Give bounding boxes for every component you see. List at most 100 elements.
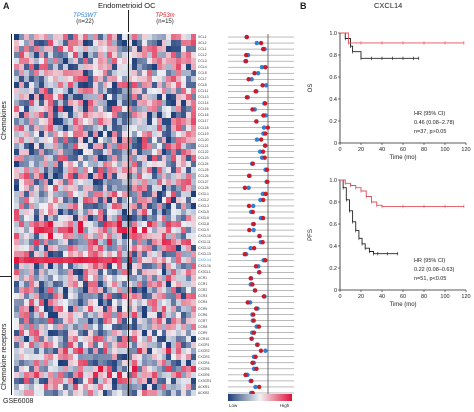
heatmap-cell <box>43 58 49 65</box>
heatmap-cell <box>146 136 153 143</box>
dot-mut <box>250 360 255 366</box>
heatmap-cell <box>63 347 69 355</box>
heatmap-cell <box>48 52 54 59</box>
heatmap-cell <box>107 221 113 228</box>
heatmap-cell <box>141 148 148 155</box>
heatmap-cell <box>161 311 167 318</box>
heatmap-cell <box>18 239 25 246</box>
heatmap-cell <box>151 287 157 294</box>
gene-label: CCR4 <box>198 300 208 305</box>
heatmap-cell <box>82 257 89 264</box>
heatmap-cell <box>146 58 153 65</box>
heatmap-cell <box>146 389 153 397</box>
heatmap-cell <box>117 221 123 228</box>
heatmap-cell <box>14 148 20 155</box>
heatmap-cell <box>14 353 20 361</box>
heatmap-cell <box>48 257 54 264</box>
heatmap-cell <box>156 383 162 391</box>
heatmap-cell <box>136 347 143 355</box>
heatmap-cell <box>38 112 44 119</box>
heatmap-cell <box>33 215 39 222</box>
heatmap-cell <box>18 215 25 222</box>
heatmap-cell <box>171 106 177 113</box>
heatmap-cell <box>38 389 44 397</box>
heatmap-cell <box>82 46 89 53</box>
y-tick-label: 1.0 <box>329 31 337 37</box>
heatmap-cell <box>161 239 167 246</box>
heatmap-cell <box>171 335 177 342</box>
heatmap-cell <box>191 82 197 89</box>
heatmap-cell <box>97 130 103 137</box>
heatmap-cell <box>38 76 44 83</box>
heatmap-cell <box>132 118 138 125</box>
heatmap-cell <box>102 100 108 107</box>
heatmap-cell <box>141 389 148 397</box>
heatmap-cell <box>166 365 172 373</box>
heatmap-cell <box>77 130 84 137</box>
heatmap-cell <box>97 335 103 342</box>
heatmap-cell <box>73 160 79 168</box>
heatmap-cell <box>97 323 103 330</box>
heatmap-cell <box>181 263 187 270</box>
heatmap-cell <box>58 130 64 137</box>
heatmap-cell <box>92 329 98 336</box>
heatmap-cell <box>53 353 59 361</box>
heatmap-cell <box>122 251 128 258</box>
heatmap-cell <box>181 299 187 306</box>
group-header-wt: TP53WT (n=22) <box>45 13 125 25</box>
heatmap-cell <box>38 82 44 89</box>
heatmap-cell <box>28 317 34 324</box>
heatmap-cell <box>33 130 39 137</box>
heatmap-cell <box>18 353 25 361</box>
heatmap-cell <box>68 299 74 306</box>
gene-label: CCL17 <box>198 119 209 124</box>
y-axis-label: OS <box>308 84 314 93</box>
heatmap-cell <box>112 52 118 59</box>
section-bracket-chemo <box>11 34 12 276</box>
heatmap-cell <box>77 251 84 258</box>
heatmap-cell <box>171 359 177 367</box>
heatmap-cell <box>58 335 64 342</box>
heatmap-cell <box>117 130 123 137</box>
heatmap-cell <box>146 221 153 228</box>
heatmap-cell <box>14 40 20 47</box>
heatmap-cell <box>73 347 79 355</box>
gene-label: CCL11 <box>198 89 209 94</box>
heatmap-cell <box>28 215 34 222</box>
heatmap-cell <box>33 100 39 107</box>
heatmap-cell <box>87 251 93 258</box>
heatmap-cell <box>127 221 133 228</box>
heatmap-cell <box>156 70 162 77</box>
heatmap-cell <box>38 184 44 192</box>
heatmap-cell <box>97 377 103 385</box>
heatmap-cell <box>92 251 98 258</box>
dot-mut <box>257 270 262 275</box>
heatmap-cell <box>87 148 93 155</box>
heatmap-cell <box>112 64 118 71</box>
heatmap-cell <box>63 245 69 252</box>
heatmap-cell <box>63 202 69 210</box>
heatmap-cell <box>33 389 39 397</box>
heatmap-cell <box>48 347 54 355</box>
heatmap-cell <box>68 383 74 391</box>
heatmap-cell <box>92 100 98 107</box>
heatmap-cell <box>63 239 69 246</box>
heatmap-cell <box>136 40 143 47</box>
heatmap-cell <box>122 178 128 186</box>
heatmap-cell <box>151 52 157 59</box>
gene-label: CXCR4 <box>198 360 210 365</box>
heatmap-cell <box>102 40 108 47</box>
heatmap-cell <box>176 166 182 174</box>
heatmap-cell <box>181 353 187 361</box>
heatmap-cell <box>18 154 25 161</box>
heatmap-cell <box>161 124 167 131</box>
heatmap-cell <box>97 221 103 228</box>
heatmap-cell <box>48 64 54 71</box>
heatmap-cell <box>191 148 197 155</box>
heatmap-cell <box>77 293 84 300</box>
heatmap-cell <box>171 281 177 288</box>
heatmap-cell <box>23 239 30 246</box>
heatmap-cell <box>58 275 64 282</box>
heatmap-cell <box>181 317 187 324</box>
heatmap-cell <box>43 257 49 264</box>
